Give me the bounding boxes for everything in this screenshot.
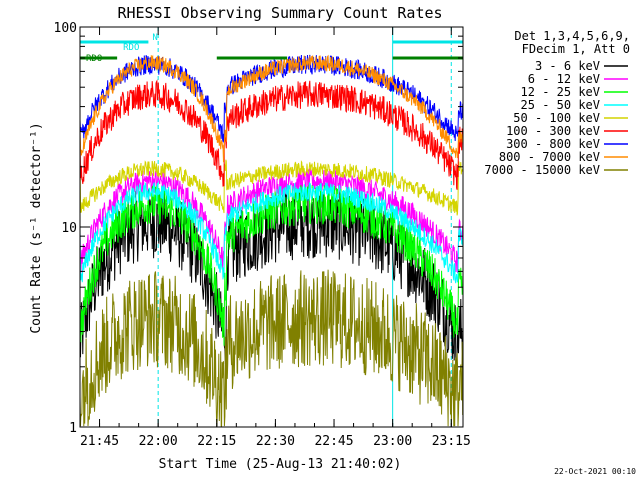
flag-label-1: RDO — [86, 54, 102, 64]
series-line-1 — [80, 167, 463, 274]
series-line-5 — [80, 79, 463, 190]
chart-title: RHESSI Observing Summary Count Rates — [117, 4, 442, 22]
legend-label-7: 800 - 7000 keV — [499, 150, 600, 164]
y-tick-label-1: 10 — [61, 221, 77, 236]
series-line-8 — [80, 269, 463, 427]
x-tick-label-0: 21:45 — [80, 434, 119, 449]
legend-header-line-1: Det 1,3,4,5,6,9, — [514, 29, 630, 43]
series-line-4 — [80, 159, 463, 216]
series-line-6 — [80, 54, 463, 143]
series-line-3 — [80, 181, 463, 284]
flag-label-0: N — [152, 33, 157, 43]
x-tick-label-5: 23:00 — [373, 434, 412, 449]
footer-date: 22-Oct-2021 00:10 — [554, 467, 636, 476]
legend-label-8: 7000 - 15000 keV — [484, 163, 600, 177]
legend-label-4: 50 - 100 keV — [513, 111, 600, 125]
x-tick-label-1: 22:00 — [139, 434, 178, 449]
flag-label-rdo-cyan: RDO — [123, 43, 139, 53]
series-line-2 — [80, 184, 463, 346]
plot-area: N RDO RDO 21:45 22:00 22:15 22:30 22:45 23:00 23:… — [54, 21, 471, 449]
x-tick-label-4: 22:45 — [314, 434, 353, 449]
legend-label-6: 300 - 800 keV — [506, 137, 600, 151]
legend-label-5: 100 - 300 keV — [506, 124, 600, 138]
y-tick-label-2: 100 — [54, 21, 77, 36]
legend-label-3: 25 - 50 keV — [521, 98, 600, 112]
x-tick-label-6: 23:15 — [432, 434, 471, 449]
x-tick-label-3: 22:30 — [256, 434, 295, 449]
series-line-7 — [80, 54, 463, 163]
y-axis-label: Count Rate (s⁻¹ detector⁻¹) — [29, 122, 44, 333]
series-group — [80, 54, 463, 427]
legend-label-0: 3 - 6 keV — [535, 59, 600, 73]
legend-header-line-2: FDecim 1, Att 0 — [522, 42, 630, 56]
x-tick-label-2: 22:15 — [197, 434, 236, 449]
legend-label-1: 6 - 12 keV — [528, 72, 600, 86]
x-axis-label: Start Time (25-Aug-13 21:40:02) — [159, 457, 402, 472]
y-tick-label-0: 1 — [69, 421, 77, 436]
legend-label-2: 12 - 25 keV — [521, 85, 600, 99]
